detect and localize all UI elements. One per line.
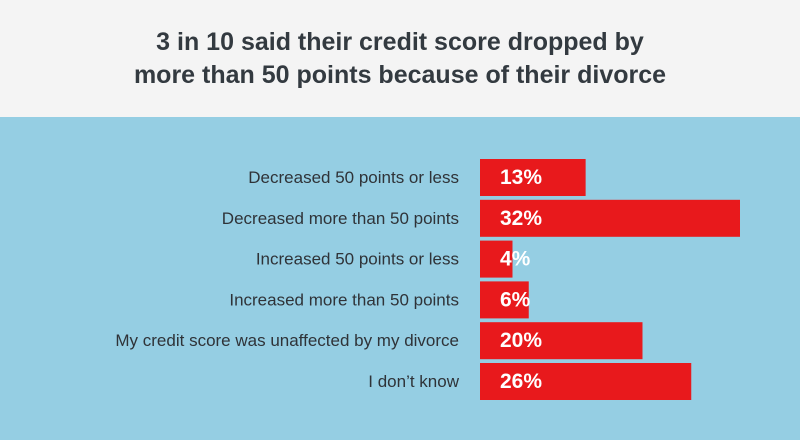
bar-3 (480, 281, 529, 319)
chart-title-line-1: 3 in 10 said their credit score dropped … (156, 27, 644, 56)
category-label-5: I don’t know (368, 372, 459, 391)
category-label-2: Increased 50 points or less (256, 250, 459, 269)
category-label-0: Decreased 50 points or less (248, 168, 459, 187)
bar-1 (480, 199, 740, 237)
bar-0 (480, 159, 586, 196)
value-label-1: 32% (500, 207, 542, 230)
category-label-3: Increased more than 50 points (229, 290, 459, 309)
value-label-0: 13% (500, 166, 542, 189)
bar-5 (480, 363, 692, 400)
category-label-1: Decreased more than 50 points (222, 209, 459, 228)
bar-4 (480, 322, 643, 360)
chart-header: 3 in 10 said their credit score dropped … (0, 0, 800, 117)
value-label-4: 20% (500, 329, 542, 352)
bar-2 (480, 240, 513, 278)
value-label-2: 4% (500, 248, 531, 271)
chart-title-line-2: more than 50 points because of their div… (133, 60, 667, 89)
category-label-4: My credit score was unaffected by my div… (115, 331, 459, 350)
value-label-5: 26% (500, 370, 542, 393)
value-label-3: 6% (500, 288, 531, 311)
